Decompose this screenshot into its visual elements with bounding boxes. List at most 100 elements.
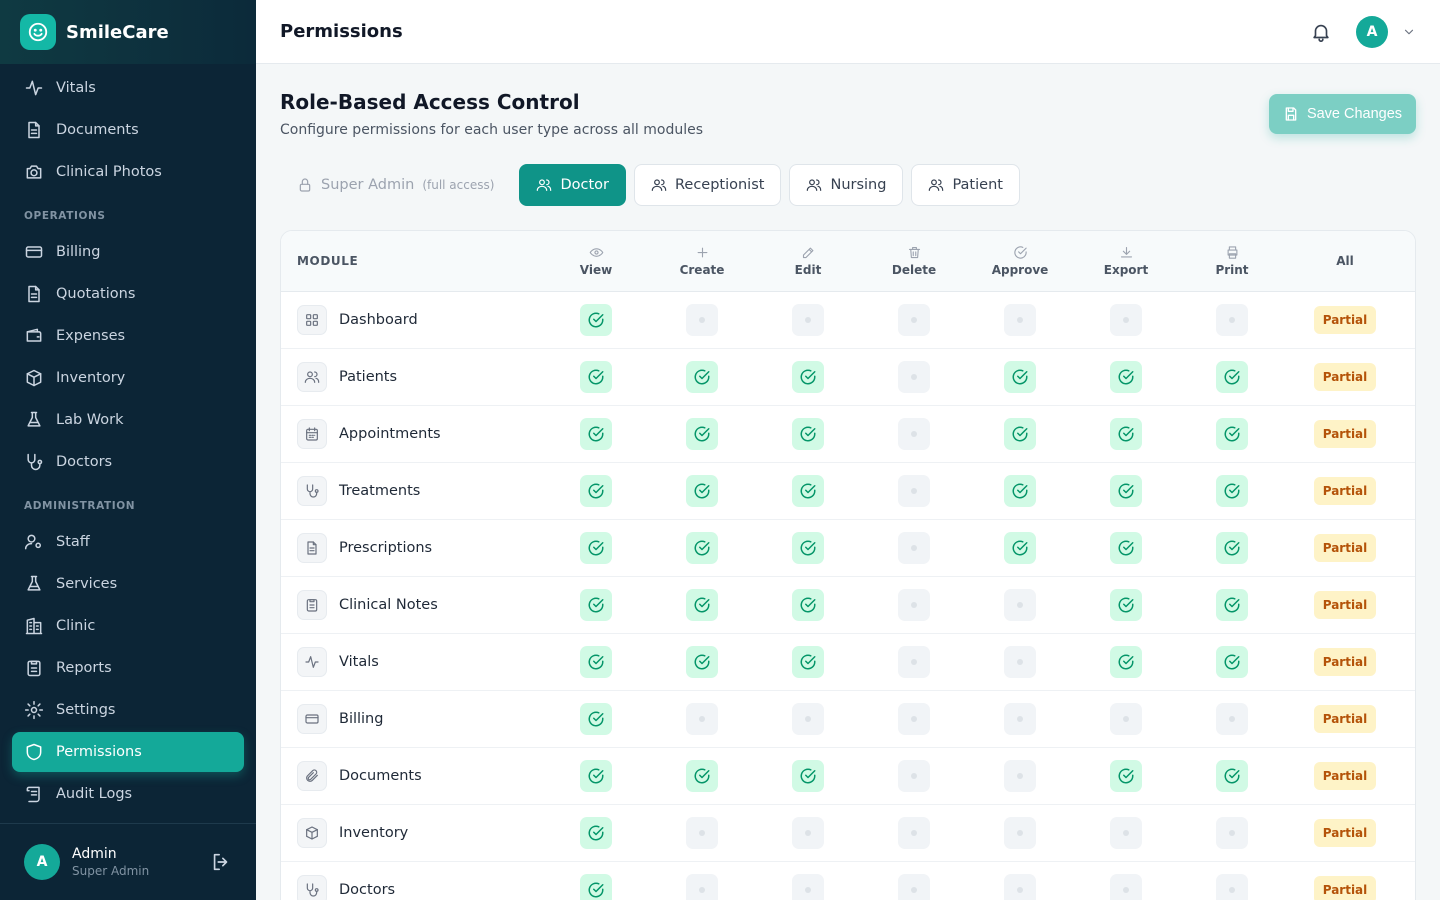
permission-toggle-export[interactable]	[1110, 532, 1142, 564]
permission-toggle-export[interactable]	[1110, 817, 1142, 849]
permission-toggle-print[interactable]	[1216, 817, 1248, 849]
permission-toggle-create[interactable]	[686, 646, 718, 678]
save-changes-button[interactable]: Save Changes	[1269, 94, 1416, 134]
permission-toggle-create[interactable]	[686, 703, 718, 735]
permission-toggle-edit[interactable]	[792, 760, 824, 792]
permission-toggle-print[interactable]	[1216, 418, 1248, 450]
permission-toggle-export[interactable]	[1110, 703, 1142, 735]
permission-toggle-delete[interactable]	[898, 475, 930, 507]
permission-toggle-approve[interactable]	[1004, 589, 1036, 621]
permission-toggle-create[interactable]	[686, 418, 718, 450]
permission-toggle-print[interactable]	[1216, 703, 1248, 735]
status-badge[interactable]: Partial	[1313, 420, 1377, 448]
sidebar-item-settings[interactable]: Settings	[12, 690, 244, 730]
permission-toggle-delete[interactable]	[898, 760, 930, 792]
column-header-create[interactable]: Create	[649, 245, 755, 277]
status-badge[interactable]: Partial	[1313, 591, 1377, 619]
status-badge[interactable]: Partial	[1313, 876, 1377, 900]
permission-toggle-edit[interactable]	[792, 418, 824, 450]
sidebar-item-vitals[interactable]: Vitals	[12, 68, 244, 108]
sidebar-item-clinic[interactable]: Clinic	[12, 606, 244, 646]
column-header-print[interactable]: Print	[1179, 245, 1285, 277]
status-badge[interactable]: Partial	[1313, 705, 1377, 733]
status-badge[interactable]: Partial	[1313, 648, 1377, 676]
permission-toggle-delete[interactable]	[898, 304, 930, 336]
permission-toggle-export[interactable]	[1110, 589, 1142, 621]
permission-toggle-view[interactable]	[580, 760, 612, 792]
column-header-approve[interactable]: Approve	[967, 245, 1073, 277]
sidebar-item-permissions[interactable]: Permissions	[12, 732, 244, 772]
permission-toggle-delete[interactable]	[898, 418, 930, 450]
status-badge[interactable]: Partial	[1313, 534, 1377, 562]
permission-toggle-view[interactable]	[580, 532, 612, 564]
permission-toggle-export[interactable]	[1110, 760, 1142, 792]
sidebar-item-doctors[interactable]: Doctors	[12, 442, 244, 482]
permission-toggle-delete[interactable]	[898, 817, 930, 849]
logout-icon[interactable]	[210, 851, 232, 873]
sidebar-item-staff[interactable]: Staff	[12, 522, 244, 562]
permission-toggle-delete[interactable]	[898, 589, 930, 621]
permission-toggle-view[interactable]	[580, 304, 612, 336]
status-badge[interactable]: Partial	[1313, 762, 1377, 790]
role-tab-doctor[interactable]: Doctor	[519, 164, 626, 206]
permission-toggle-approve[interactable]	[1004, 760, 1036, 792]
column-header-edit[interactable]: Edit	[755, 245, 861, 277]
permission-toggle-delete[interactable]	[898, 874, 930, 900]
status-badge[interactable]: Partial	[1313, 306, 1377, 334]
permission-toggle-export[interactable]	[1110, 361, 1142, 393]
permission-toggle-approve[interactable]	[1004, 418, 1036, 450]
role-tab-patient[interactable]: Patient	[911, 164, 1020, 206]
permission-toggle-create[interactable]	[686, 361, 718, 393]
permission-toggle-edit[interactable]	[792, 532, 824, 564]
role-tab-receptionist[interactable]: Receptionist	[633, 164, 782, 206]
permission-toggle-view[interactable]	[580, 361, 612, 393]
permission-toggle-export[interactable]	[1110, 304, 1142, 336]
bell-icon[interactable]	[1310, 21, 1332, 43]
permission-toggle-create[interactable]	[686, 304, 718, 336]
permission-toggle-edit[interactable]	[792, 361, 824, 393]
permission-toggle-print[interactable]	[1216, 475, 1248, 507]
permission-toggle-export[interactable]	[1110, 874, 1142, 900]
permission-toggle-print[interactable]	[1216, 589, 1248, 621]
column-header-all[interactable]: All	[1336, 254, 1354, 268]
role-tab-nursing[interactable]: Nursing	[789, 164, 904, 206]
permission-toggle-print[interactable]	[1216, 874, 1248, 900]
permission-toggle-delete[interactable]	[898, 361, 930, 393]
permission-toggle-approve[interactable]	[1004, 874, 1036, 900]
permission-toggle-edit[interactable]	[792, 703, 824, 735]
avatar[interactable]: A	[24, 844, 60, 880]
permission-toggle-print[interactable]	[1216, 361, 1248, 393]
column-header-export[interactable]: Export	[1073, 245, 1179, 277]
sidebar-item-expenses[interactable]: Expenses	[12, 316, 244, 356]
permission-toggle-print[interactable]	[1216, 304, 1248, 336]
status-badge[interactable]: Partial	[1313, 363, 1377, 391]
permission-toggle-delete[interactable]	[898, 646, 930, 678]
permission-toggle-view[interactable]	[580, 589, 612, 621]
permission-toggle-view[interactable]	[580, 817, 612, 849]
permission-toggle-edit[interactable]	[792, 475, 824, 507]
column-header-delete[interactable]: Delete	[861, 245, 967, 277]
permission-toggle-approve[interactable]	[1004, 817, 1036, 849]
column-header-view[interactable]: View	[543, 245, 649, 277]
permission-toggle-delete[interactable]	[898, 703, 930, 735]
permission-toggle-print[interactable]	[1216, 760, 1248, 792]
permission-toggle-approve[interactable]	[1004, 475, 1036, 507]
permission-toggle-view[interactable]	[580, 418, 612, 450]
sidebar-item-quotations[interactable]: Quotations	[12, 274, 244, 314]
permission-toggle-edit[interactable]	[792, 304, 824, 336]
permission-toggle-create[interactable]	[686, 589, 718, 621]
permission-toggle-view[interactable]	[580, 646, 612, 678]
chevron-down-icon[interactable]	[1402, 25, 1416, 39]
sidebar-item-documents[interactable]: Documents	[12, 110, 244, 150]
permission-toggle-approve[interactable]	[1004, 703, 1036, 735]
permission-toggle-create[interactable]	[686, 532, 718, 564]
permission-toggle-print[interactable]	[1216, 646, 1248, 678]
permission-toggle-create[interactable]	[686, 475, 718, 507]
permission-toggle-approve[interactable]	[1004, 304, 1036, 336]
permission-toggle-export[interactable]	[1110, 475, 1142, 507]
permission-toggle-view[interactable]	[580, 475, 612, 507]
sidebar-item-inventory[interactable]: Inventory	[12, 358, 244, 398]
permission-toggle-approve[interactable]	[1004, 361, 1036, 393]
permission-toggle-edit[interactable]	[792, 589, 824, 621]
status-badge[interactable]: Partial	[1313, 477, 1377, 505]
